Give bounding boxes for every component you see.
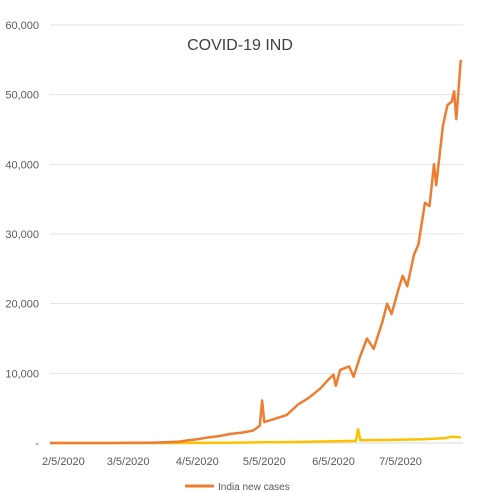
y-tick-label: 10,000 [5,368,39,380]
y-tick-label: 20,000 [5,299,39,311]
x-tick-label: 6/5/2020 [312,456,355,468]
series-line [50,59,463,445]
x-tick-label: 3/5/2020 [107,456,150,468]
gridlines [50,24,463,374]
x-tick-label: 5/5/2020 [243,456,286,468]
legend-label-india-new-cases: India new cases [218,482,290,492]
x-tick-label: 2/5/2020 [42,456,85,468]
y-tick-label: 60,000 [5,20,39,32]
series-lines [50,59,463,445]
x-tick-label: 7/5/2020 [379,456,422,468]
y-tick-label: 30,000 [5,229,39,241]
x-tick-label: 4/5/2020 [176,456,219,468]
y-tick-label: 40,000 [5,159,39,171]
chart-title: COVID-19 IND [187,37,293,54]
x-axis-tick-labels: 2/5/2020 3/5/2020 4/5/2020 5/5/2020 6/5/2020… [42,456,422,468]
legend: India new cases [185,482,290,492]
series-line [50,427,461,445]
y-axis-tick-labels: - 10,000 20,000 30,000 40,000 50,000 60,000 [5,20,39,450]
y-tick-label: - [35,438,39,450]
y-tick-label: 50,000 [5,90,39,102]
